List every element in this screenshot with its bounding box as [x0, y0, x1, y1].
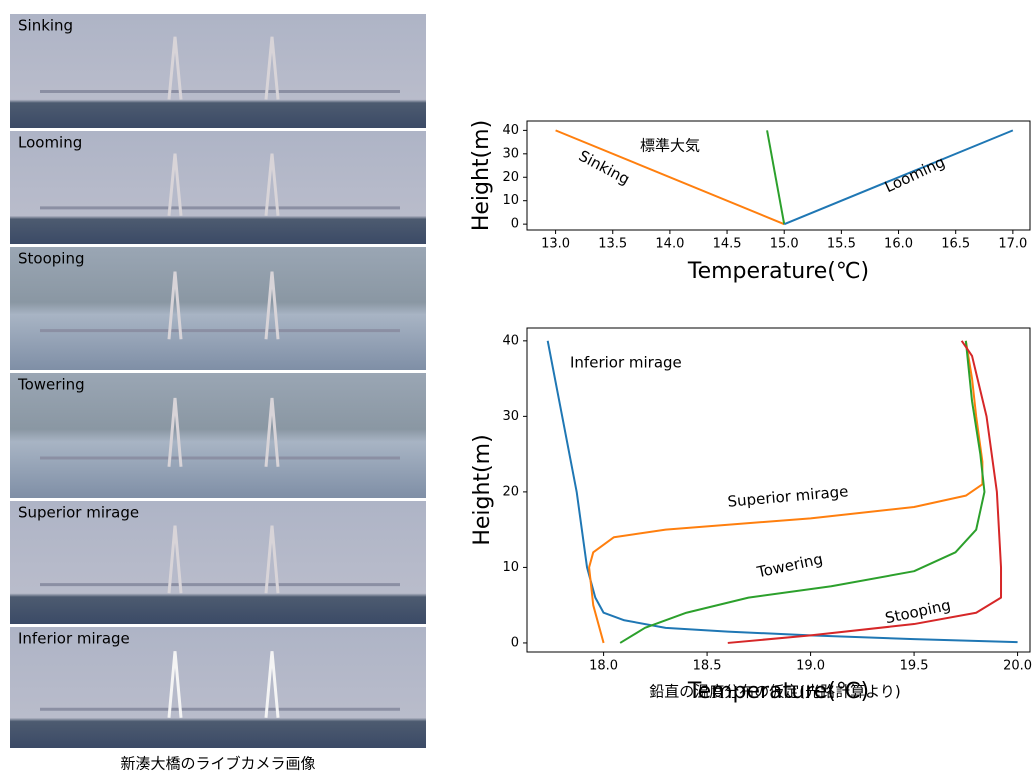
line-label: 標準大気 [640, 137, 700, 155]
x-tick-label: 19.0 [796, 659, 825, 674]
y-tick-label: 40 [502, 123, 519, 138]
photo-label: Looming [18, 134, 82, 152]
photo-column: Sinking Looming Stooping Towering Superior m… [10, 14, 426, 748]
x-axis-label: Temperature(℃) [687, 679, 869, 704]
line-label: Inferior mirage [570, 354, 682, 372]
photo-label: Superior mirage [18, 504, 139, 522]
x-axis-label: Temperature(℃) [687, 259, 869, 284]
page: Sinking Looming Stooping Towering Superior m… [0, 0, 1034, 778]
line-label: Superior mirage [727, 482, 849, 510]
x-tick-label: 16.0 [884, 237, 913, 252]
y-tick-label: 30 [502, 146, 519, 161]
x-tick-label: 19.5 [900, 659, 929, 674]
x-tick-label: 18.0 [589, 659, 618, 674]
x-tick-label: 13.0 [541, 237, 570, 252]
line [767, 130, 784, 224]
line-label: Sinking [576, 147, 633, 189]
line-label: Looming [882, 153, 948, 196]
x-tick-label: 14.5 [713, 237, 742, 252]
y-tick-label: 10 [502, 193, 519, 208]
photo-label: Towering [17, 376, 85, 394]
x-tick-label: 18.5 [693, 659, 722, 674]
y-tick-label: 10 [502, 560, 519, 575]
photo-label: Inferior mirage [18, 630, 130, 648]
chart: 13.0 13.5 14.0 14.5 15.0 15.5 16.0 16.5 17.0 0 10 2… [469, 120, 1030, 284]
chart: 18.0 18.5 19.0 19.5 20.0 0 10 20 30 40 Temperature… [470, 328, 1032, 704]
x-tick-label: 16.5 [941, 237, 970, 252]
x-tick-label: 13.5 [598, 237, 627, 252]
x-tick-label: 15.5 [827, 237, 856, 252]
photo-label: Sinking [18, 17, 73, 35]
y-axis-label: Height(m) [469, 120, 494, 231]
x-tick-label: 20.0 [1003, 659, 1032, 674]
x-tick-label: 14.0 [655, 237, 684, 252]
y-tick-label: 0 [511, 217, 519, 232]
line-label: Towering [754, 550, 824, 582]
x-tick-label: 17.0 [998, 237, 1027, 252]
y-axis-label: Height(m) [470, 434, 495, 545]
photos-caption: 新湊大橋のライブカメラ画像 [120, 755, 315, 773]
y-tick-label: 20 [502, 484, 519, 499]
photo-label: Stooping [18, 250, 84, 268]
x-tick-label: 15.0 [770, 237, 799, 252]
y-tick-label: 30 [502, 409, 519, 424]
y-tick-label: 20 [502, 170, 519, 185]
y-tick-label: 40 [502, 333, 519, 348]
y-tick-label: 0 [511, 635, 519, 650]
